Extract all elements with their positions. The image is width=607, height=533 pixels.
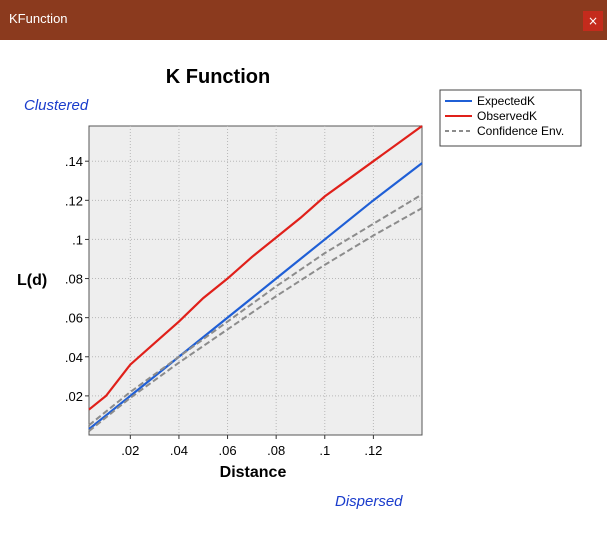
y-axis-label: L(d) <box>17 272 47 289</box>
chart-title: K Function <box>166 66 270 88</box>
x-tick-label: .12 <box>364 443 382 458</box>
legend-box <box>439 89 582 147</box>
k-function-chart: K Function Clustered Dispersed L(d) Dist… <box>17 66 582 510</box>
observedk-line <box>88 125 423 411</box>
x-tick-label: .02 <box>121 443 139 458</box>
legend-label: ObservedK <box>477 109 537 123</box>
x-tick-label: .08 <box>267 443 285 458</box>
grid <box>89 126 422 435</box>
close-button[interactable]: × <box>583 11 603 31</box>
y-tick-label: .06 <box>65 311 83 326</box>
series-lines <box>88 125 423 432</box>
expectedk-line <box>88 162 423 430</box>
window-title: KFunction <box>9 11 68 26</box>
y-tick-label: .12 <box>65 193 83 208</box>
chart-area: K Function Clustered Dispersed L(d) Dist… <box>0 40 607 528</box>
legend-label: ExpectedK <box>477 94 535 108</box>
legend-label: Confidence Env. <box>477 124 564 138</box>
y-tick-label: .1 <box>72 232 83 247</box>
confidence-env-lower-line <box>88 207 423 432</box>
tick-labels: .02 .04 .06 .08 .1 .12 .02 .04 .06 .08 .1 .12 .14 <box>65 154 383 458</box>
y-tick-label: .02 <box>65 389 83 404</box>
x-tick-label: .1 <box>319 443 330 458</box>
confidence-env-line <box>88 193 423 427</box>
close-icon: × <box>587 14 599 28</box>
y-tick-label: .08 <box>65 272 83 287</box>
x-tick-label: .06 <box>219 443 237 458</box>
y-tick-label: .04 <box>65 350 83 365</box>
dispersed-label: Dispersed <box>335 493 403 510</box>
y-tick-label: .14 <box>65 154 83 169</box>
clustered-label: Clustered <box>24 97 89 114</box>
x-axis-label: Distance <box>220 464 287 481</box>
x-tick-label: .04 <box>170 443 188 458</box>
title-bar: KFunction × <box>0 0 607 40</box>
